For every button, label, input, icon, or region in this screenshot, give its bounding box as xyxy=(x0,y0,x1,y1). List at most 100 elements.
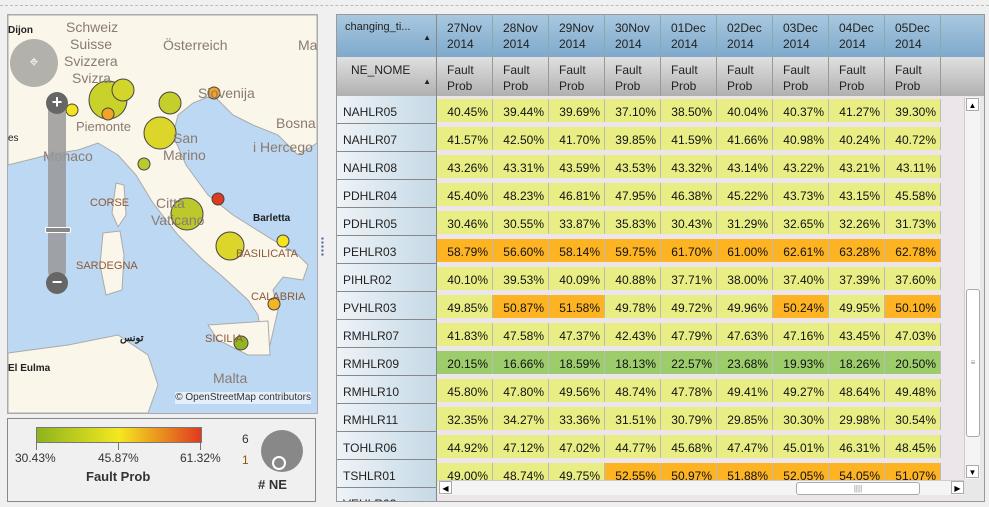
table-cell[interactable]: 42.50% xyxy=(493,127,549,150)
horizontal-scrollbar[interactable]: ◀ |||| ▶ xyxy=(438,480,964,495)
table-cell[interactable]: 46.81% xyxy=(549,183,605,206)
zoom-slider[interactable] xyxy=(48,100,66,280)
zoom-slider-handle[interactable] xyxy=(45,227,71,233)
table-cell[interactable]: 37.39% xyxy=(829,267,885,290)
column-header-date[interactable]: 28Nov 2014 xyxy=(493,15,549,57)
table-cell[interactable]: 45.22% xyxy=(717,183,773,206)
table-cell[interactable]: 45.40% xyxy=(437,183,493,206)
table-cell[interactable]: 43.21% xyxy=(829,155,885,178)
table-cell[interactable]: 45.68% xyxy=(661,435,717,458)
table-cell[interactable]: 45.80% xyxy=(437,379,493,402)
row-header[interactable]: NAHLR07 xyxy=(337,124,437,152)
table-cell[interactable]: 49.85% xyxy=(437,295,493,318)
table-cell[interactable]: 39.44% xyxy=(493,99,549,122)
table-cell[interactable]: 51.58% xyxy=(549,295,605,318)
table-cell[interactable]: 49.56% xyxy=(549,379,605,402)
table-cell[interactable]: 43.32% xyxy=(661,155,717,178)
table-cell[interactable]: 37.40% xyxy=(773,267,829,290)
table-cell[interactable]: 18.59% xyxy=(549,351,605,374)
column-header-date[interactable]: 05Dec 2014 xyxy=(885,15,941,57)
table-cell[interactable]: 30.54% xyxy=(885,407,941,430)
table-cell[interactable]: 49.96% xyxy=(717,295,773,318)
row-header[interactable]: RMHLR10 xyxy=(337,376,437,404)
table-cell[interactable]: 30.46% xyxy=(437,211,493,234)
table-cell[interactable]: 40.72% xyxy=(885,127,941,150)
row-header[interactable]: PDHLR05 xyxy=(337,208,437,236)
table-cell[interactable]: 47.16% xyxy=(773,323,829,346)
table-cell[interactable]: 47.63% xyxy=(717,323,773,346)
table-cell[interactable]: 40.10% xyxy=(437,267,493,290)
table-cell[interactable]: 47.80% xyxy=(493,379,549,402)
map-attribution[interactable]: © OpenStreetMap contributors xyxy=(175,392,311,404)
row-header[interactable]: RMHLR11 xyxy=(337,404,437,432)
table-cell[interactable]: 47.47% xyxy=(717,435,773,458)
table-cell[interactable]: 43.26% xyxy=(437,155,493,178)
table-cell[interactable]: 39.30% xyxy=(885,99,941,122)
table-cell[interactable]: 40.37% xyxy=(773,99,829,122)
table-cell[interactable]: 31.73% xyxy=(885,211,941,234)
table-cell[interactable]: 41.57% xyxy=(437,127,493,150)
table-cell[interactable]: 34.27% xyxy=(493,407,549,430)
table-cell[interactable]: 56.60% xyxy=(493,239,549,262)
table-cell[interactable]: 32.26% xyxy=(829,211,885,234)
table-cell[interactable]: 62.61% xyxy=(773,239,829,262)
table-cell[interactable]: 18.13% xyxy=(605,351,661,374)
table-cell[interactable]: 45.58% xyxy=(885,183,941,206)
table-cell[interactable]: 49.41% xyxy=(717,379,773,402)
table-cell[interactable]: 48.23% xyxy=(493,183,549,206)
table-cell[interactable]: 47.37% xyxy=(549,323,605,346)
zoom-out-button[interactable]: − xyxy=(46,272,68,294)
table-cell[interactable]: 47.95% xyxy=(605,183,661,206)
column-header-date[interactable]: 29Nov 2014 xyxy=(549,15,605,57)
table-cell[interactable]: 37.71% xyxy=(661,267,717,290)
table-cell[interactable]: 39.53% xyxy=(493,267,549,290)
corner-header-dimension[interactable]: changing_ti... ▲ xyxy=(337,15,437,57)
column-header-measure[interactable]: Fault Prob xyxy=(773,57,829,96)
row-header[interactable]: PDHLR04 xyxy=(337,180,437,208)
table-cell[interactable]: 46.31% xyxy=(829,435,885,458)
table-cell[interactable]: 35.83% xyxy=(605,211,661,234)
table-cell[interactable]: 32.65% xyxy=(773,211,829,234)
column-header-measure[interactable]: Fault Prob xyxy=(829,57,885,96)
table-cell[interactable]: 48.45% xyxy=(885,435,941,458)
table-cell[interactable]: 47.02% xyxy=(549,435,605,458)
table-cell[interactable]: 43.11% xyxy=(885,155,941,178)
table-cell[interactable]: 37.60% xyxy=(885,267,941,290)
column-header-measure[interactable]: Fault Prob xyxy=(605,57,661,96)
sort-arrow-icon[interactable]: ▲ xyxy=(423,77,431,86)
table-cell[interactable]: 41.83% xyxy=(437,323,493,346)
table-cell[interactable]: 42.43% xyxy=(605,323,661,346)
table-cell[interactable]: 61.70% xyxy=(661,239,717,262)
table-cell[interactable]: 37.10% xyxy=(605,99,661,122)
table-cell[interactable]: 47.58% xyxy=(493,323,549,346)
table-cell[interactable]: 40.09% xyxy=(549,267,605,290)
table-cell[interactable]: 49.78% xyxy=(605,295,661,318)
table-cell[interactable]: 44.92% xyxy=(437,435,493,458)
table-cell[interactable]: 49.48% xyxy=(885,379,941,402)
table-cell[interactable]: 43.14% xyxy=(717,155,773,178)
row-header[interactable]: NAHLR08 xyxy=(337,152,437,180)
scroll-down-button[interactable]: ▼ xyxy=(966,465,979,478)
column-header-date[interactable]: 27Nov 2014 xyxy=(437,15,493,57)
column-header-measure[interactable]: Fault Prob xyxy=(549,57,605,96)
table-cell[interactable]: 58.14% xyxy=(549,239,605,262)
table-cell[interactable]: 29.98% xyxy=(829,407,885,430)
table-cell[interactable]: 41.66% xyxy=(717,127,773,150)
table-cell[interactable]: 31.29% xyxy=(717,211,773,234)
table-cell[interactable]: 33.87% xyxy=(549,211,605,234)
table-cell[interactable]: 43.59% xyxy=(549,155,605,178)
table-cell[interactable]: 40.04% xyxy=(717,99,773,122)
table-cell[interactable]: 50.87% xyxy=(493,295,549,318)
column-header-measure[interactable]: Fault Prob xyxy=(437,57,493,96)
table-cell[interactable]: 49.27% xyxy=(773,379,829,402)
table-cell[interactable]: 41.70% xyxy=(549,127,605,150)
table-cell[interactable]: 29.85% xyxy=(717,407,773,430)
table-cell[interactable]: 62.78% xyxy=(885,239,941,262)
table-cell[interactable]: 33.36% xyxy=(549,407,605,430)
map-view[interactable]: Schweiz Suisse Svizzera Svizra Österreic… xyxy=(7,14,318,414)
table-cell[interactable]: 43.15% xyxy=(829,183,885,206)
table-cell[interactable]: 48.74% xyxy=(605,379,661,402)
row-dimension-header[interactable]: NE_NOME ▲ xyxy=(337,57,437,96)
table-cell[interactable]: 43.45% xyxy=(829,323,885,346)
table-cell[interactable]: 45.01% xyxy=(773,435,829,458)
